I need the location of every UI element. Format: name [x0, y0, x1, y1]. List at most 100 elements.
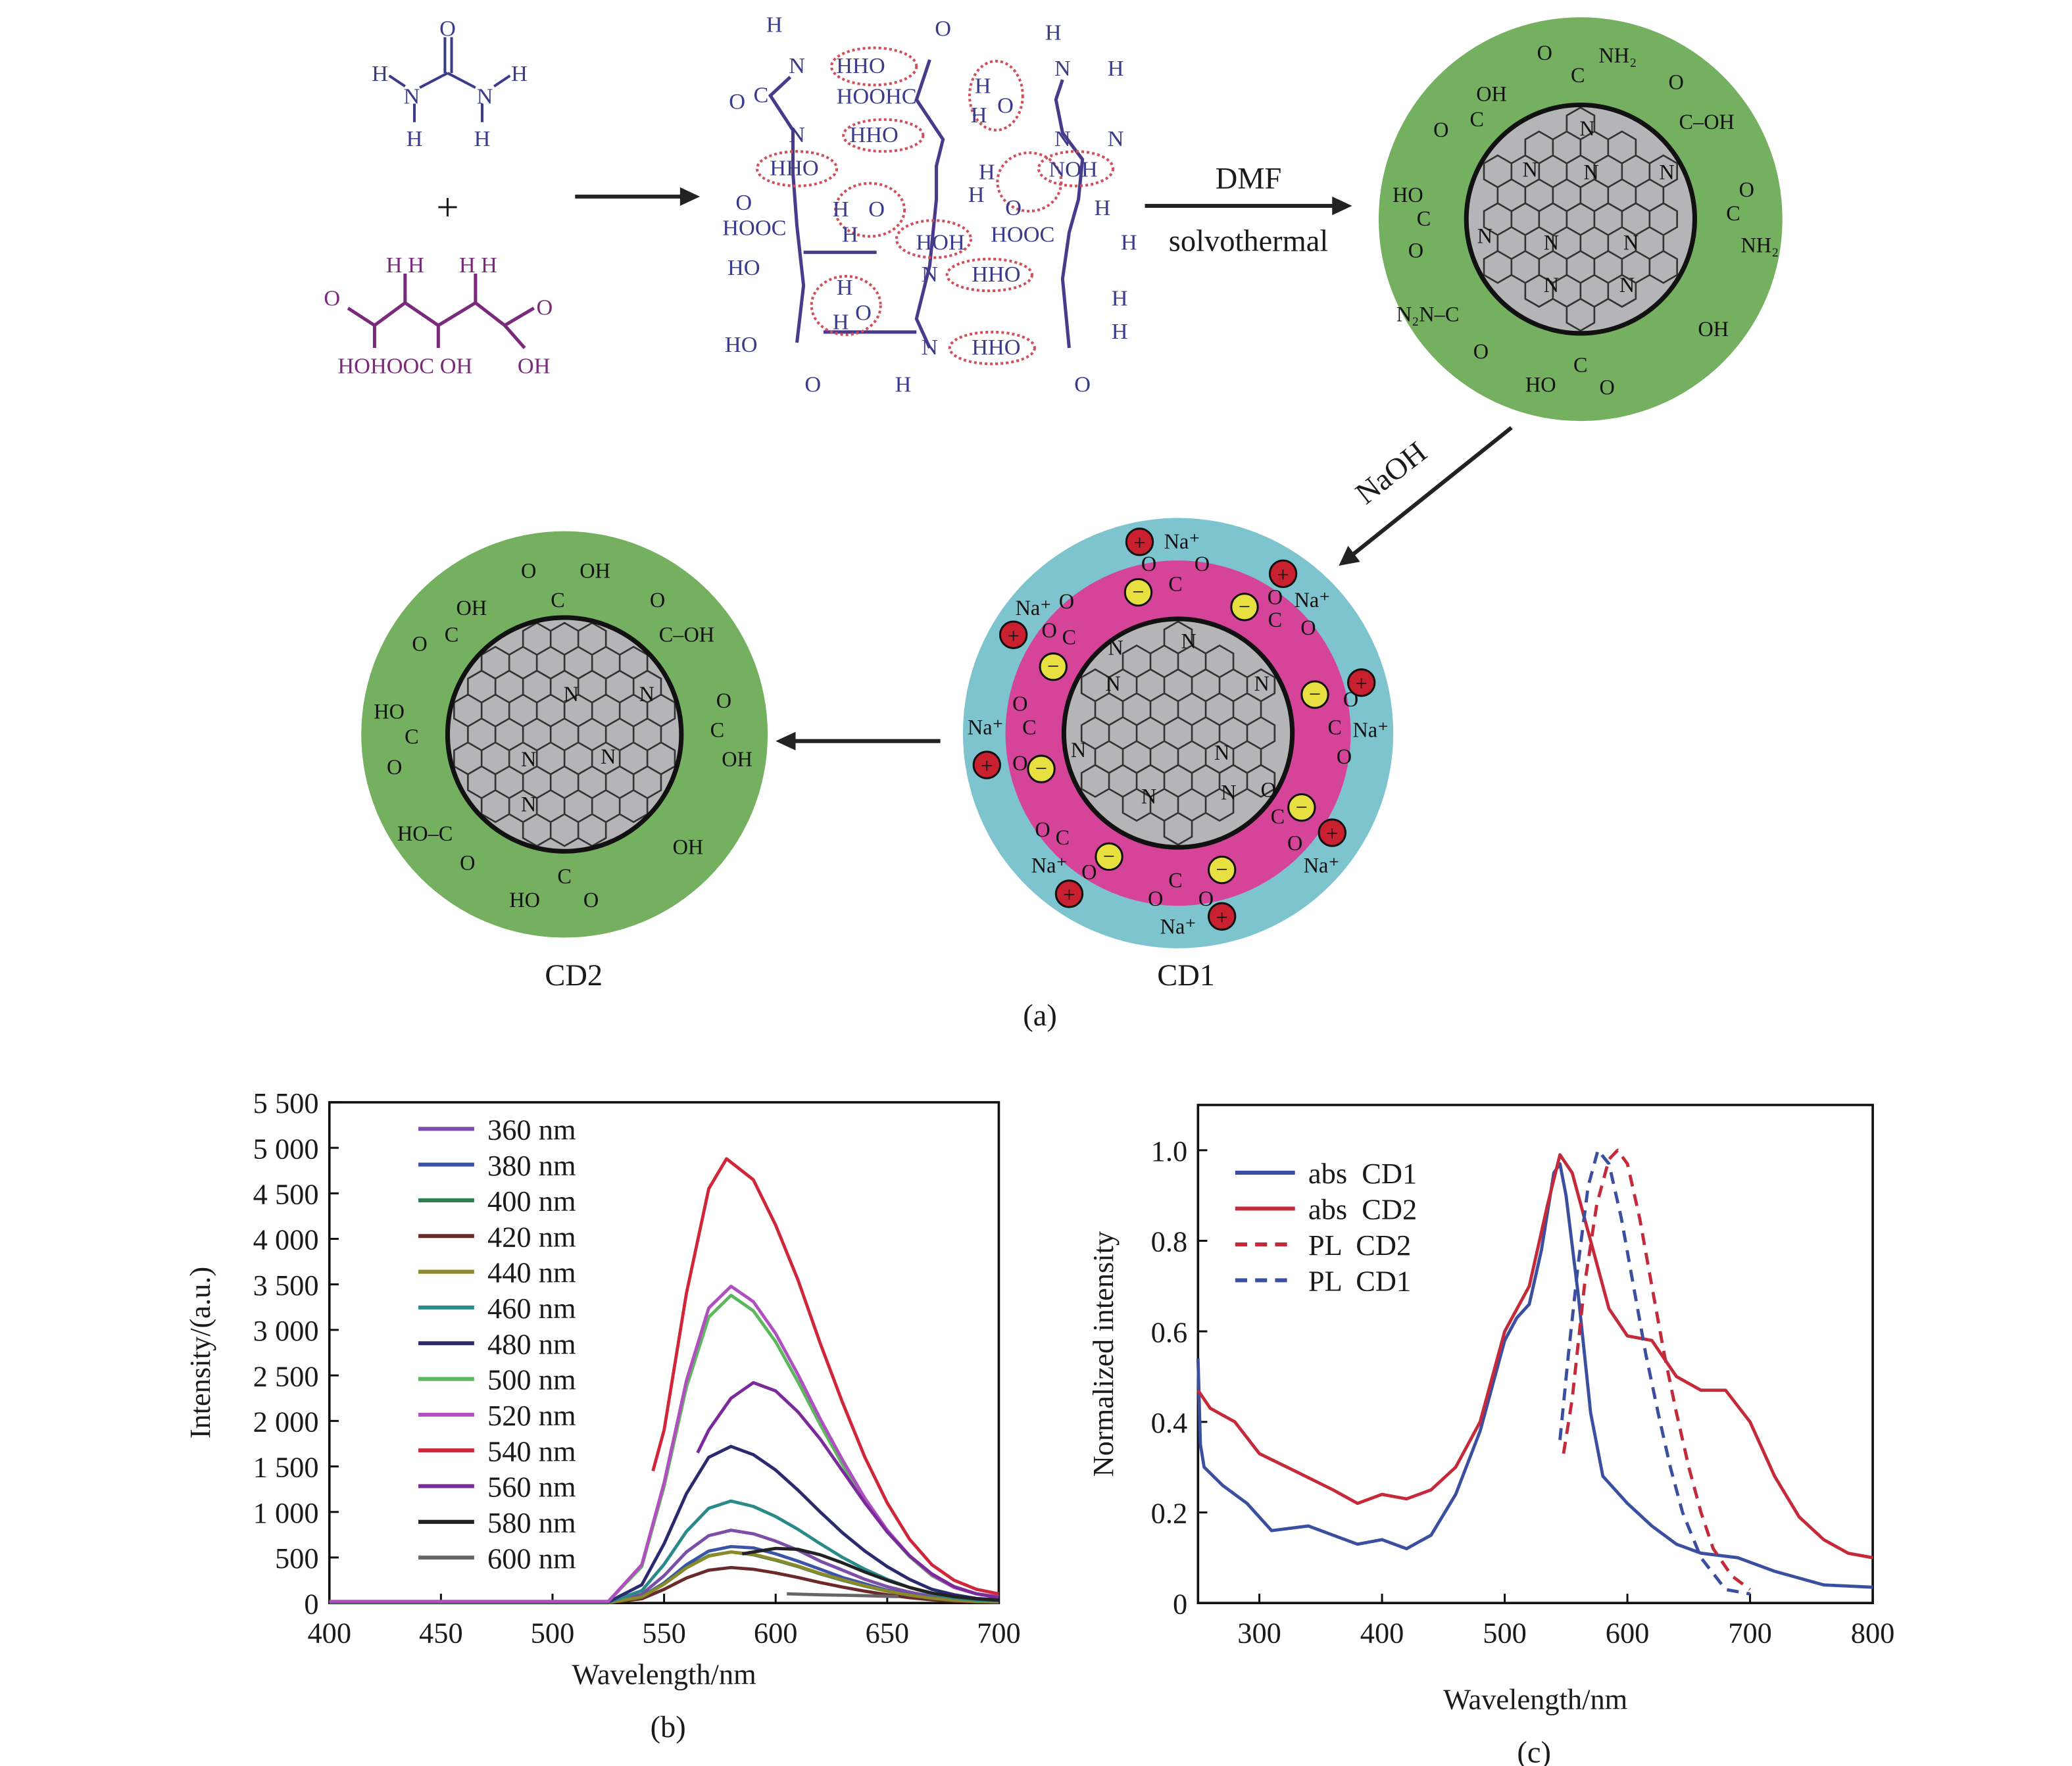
cd2-label: CD2 [545, 959, 603, 993]
sodium-label: Na⁺ [1031, 854, 1068, 877]
minus-icon: − [1239, 595, 1250, 618]
network-atom: HHO [972, 335, 1020, 360]
functional-group-atom: OH [580, 558, 610, 582]
functional-group-atom: N₂N–C [1396, 303, 1460, 326]
network-atom: N [789, 122, 805, 147]
sodium-cation-icon [1346, 668, 1376, 697]
core-nitrogen: N [1105, 672, 1120, 695]
functional-group-atom: O [1195, 552, 1210, 576]
chart-panel-c: 300 400 500 600 700 800 0 0.2 0.4 0.6 0.8 1.0 Wavele… [1087, 1104, 1895, 1716]
x-tick-label: 800 [1851, 1617, 1895, 1650]
network-atom: H [766, 12, 783, 37]
urea-atom: N [477, 84, 493, 109]
functional-group-atom: C [1056, 825, 1070, 849]
functional-group-atom: C [1271, 804, 1285, 828]
functional-group-atom: O [1669, 70, 1684, 93]
minus-icon: − [1132, 580, 1144, 604]
hydrogen-bond-highlights [755, 46, 1115, 366]
y-axis-title: Normalized intensity [1087, 1231, 1120, 1477]
series-line-pl-cd1 [1558, 1148, 1750, 1596]
plus-icon: + [1133, 531, 1145, 554]
functional-group-atom: O [1059, 589, 1074, 613]
plus-icon: + [1063, 883, 1075, 906]
sodium-cation-icon [999, 620, 1028, 649]
network-atom: O [935, 16, 951, 41]
hydrogen-bond-ellipse [810, 274, 882, 336]
functional-group-atom: C [1726, 201, 1740, 225]
minus-icon: − [1309, 682, 1321, 706]
legend-label: 400 nm [487, 1185, 576, 1217]
legend-label: 480 nm [487, 1327, 576, 1360]
plus-icon: + [981, 754, 993, 777]
y-tick-label: 3 500 [253, 1269, 319, 1302]
core-nitrogen: N [1659, 160, 1674, 184]
functional-group-atom: O [583, 888, 599, 912]
y-tick-label: 500 [275, 1542, 319, 1575]
arrow-solvothermal [1145, 196, 1352, 216]
functional-group-atom: C [1328, 716, 1343, 739]
y-tick-label: 3 000 [253, 1314, 319, 1347]
core-nitrogen: N [1619, 273, 1635, 297]
series-line-abs-cd1 [1196, 1162, 1873, 1589]
arrow-to-network [575, 187, 701, 206]
sodium-label: Na⁺ [1352, 718, 1389, 742]
synthesis-diagram: + DMF solvothermal NaOH CD2 CD1 (a) [324, 12, 1783, 1033]
functional-group-atom: NH₂ [1740, 233, 1779, 257]
functional-group-atom: O [1042, 618, 1057, 642]
functional-group-atom: C [1573, 353, 1588, 376]
network-atom: N [1054, 56, 1071, 81]
functional-group-atom: C [1062, 625, 1077, 649]
minus-icon: − [1296, 795, 1308, 819]
functional-group-atom: HO [1525, 373, 1556, 397]
functional-group-atom: C [405, 725, 419, 748]
functional-group-atom: OH [1476, 82, 1507, 105]
cd1-label: CD1 [1157, 959, 1215, 993]
functional-group-atom: C [710, 718, 725, 742]
core-border [445, 615, 684, 854]
network-atom: H [895, 372, 912, 397]
series-line-540-nm [651, 1157, 999, 1596]
hydrogen-bond-ellipse [996, 151, 1063, 213]
functional-group-atom: C [557, 864, 572, 888]
legend-label: 420 nm [487, 1220, 576, 1253]
y-tick-label: 0.4 [1151, 1406, 1188, 1439]
urea-atom: H [474, 126, 491, 151]
hydrogen-bond-ellipse [1037, 150, 1115, 187]
network-atom: H [1112, 285, 1128, 310]
core-nitrogen: N [1108, 635, 1123, 659]
carboxylate-anion-icon [1039, 652, 1068, 681]
y-tick-label: 5 500 [253, 1087, 319, 1119]
hydrogen-bond-ellipse [895, 219, 973, 259]
plus-icon: + [1326, 822, 1338, 845]
core-nitrogen: N [1579, 116, 1594, 140]
acid-atom: H H [459, 253, 497, 278]
functional-group-atom: O [1198, 887, 1214, 910]
functional-group-atom: O [1081, 860, 1097, 884]
functional-group-atom: C [445, 622, 459, 646]
network-atom: O [868, 197, 885, 222]
series-line-580-nm [741, 1546, 999, 1602]
hydrogen-bond-ellipse [842, 118, 925, 153]
core-nitrogen: N [1477, 224, 1492, 248]
x-tick-label: 600 [754, 1617, 798, 1650]
carbon-core [1064, 618, 1293, 848]
y-tick-label: 1 000 [253, 1496, 319, 1529]
legend-label: PL CD2 [1308, 1229, 1411, 1262]
core-nitrogen: N [1522, 158, 1537, 182]
legend-label: PL CD1 [1308, 1265, 1411, 1298]
functional-group-atom: OH [1698, 317, 1729, 341]
x-tick-label: 500 [1483, 1617, 1527, 1650]
network-atom: H [833, 197, 849, 222]
urea-atom: N [404, 84, 420, 109]
plot-frame [1196, 1104, 1874, 1604]
y-axis-title: Intensity/(a.u.) [184, 1267, 216, 1438]
hydrogen-bond-network [768, 59, 1085, 349]
legend-label: abs CD1 [1308, 1157, 1417, 1190]
panel-a-label: (a) [1023, 999, 1057, 1033]
graphene-lattice [453, 622, 676, 847]
x-tick-label: 700 [1728, 1617, 1772, 1650]
network-atom: H [979, 160, 995, 185]
x-axis-title: Wavelength/nm [1443, 1683, 1627, 1716]
series-line-pl-cd2 [1562, 1148, 1751, 1591]
